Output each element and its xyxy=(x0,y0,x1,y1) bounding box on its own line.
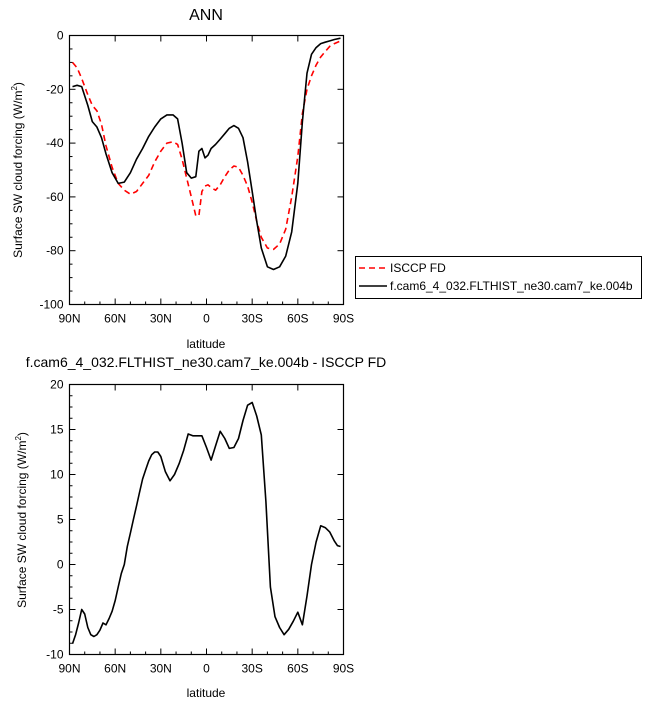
top-chart-y-tick-label: -40 xyxy=(46,136,64,150)
legend-label-model: f.cam6_4_032.FLTHIST_ne30.cam7_ke.004b xyxy=(390,279,633,293)
bottom-chart-title: f.cam6_4_032.FLTHIST_ne30.cam7_ke.004b -… xyxy=(26,354,387,370)
bottom-chart-ticks: 90N 60N 30N 0 30S 60S 90S 20 15 10 5 0 -5 -10 xyxy=(46,378,354,676)
bottom-chart-x-tick-label: 60S xyxy=(287,662,308,676)
bottom-chart-y-axis-label: Surface SW cloud forcing (W/m2) xyxy=(14,432,29,608)
bottom-chart-y-tick-label: 15 xyxy=(50,423,64,437)
bottom-chart-x-tick-label: 30N xyxy=(150,662,172,676)
top-chart-x-tick-label: 60S xyxy=(287,312,308,326)
top-chart-x-tick-label: 60N xyxy=(104,312,126,326)
top-chart-x-axis-label: latitude xyxy=(187,337,226,351)
top-chart-y-tick-label: -100 xyxy=(39,298,63,312)
bottom-chart-x-tick-label: 0 xyxy=(203,662,210,676)
top-chart-ticks: 90N 60N 30N 0 30S 60S 90S 0 -20 -40 -60 -80 -100 xyxy=(39,29,354,326)
bottom-chart-x-axis-label: latitude xyxy=(187,686,226,700)
top-chart-x-tick-label: 30S xyxy=(241,312,262,326)
top-chart-lines xyxy=(71,37,341,271)
bottom-chart-y-tick-label: -5 xyxy=(53,603,64,617)
bottom-chart-y-tick-label: 20 xyxy=(50,378,64,392)
top-chart-y-tick-label: -80 xyxy=(46,244,64,258)
legend-label-isccp: ISCCP FD xyxy=(390,261,446,275)
top-chart-y-tick-label: 0 xyxy=(57,29,64,43)
top-chart-y-tick-label: -60 xyxy=(46,190,64,204)
top-chart-title: ANN xyxy=(189,7,223,24)
bottom-chart-y-tick-label: -10 xyxy=(46,648,64,662)
top-chart-x-tick-label: 30N xyxy=(150,312,172,326)
bottom-chart-y-tick-label: 0 xyxy=(57,558,64,572)
bottom-chart-x-tick-label: 30S xyxy=(241,662,262,676)
legend: ISCCP FD f.cam6_4_032.FLTHIST_ne30.cam7_… xyxy=(355,256,642,299)
legend-box xyxy=(355,256,642,299)
bottom-chart-x-tick-label: 90N xyxy=(58,662,80,676)
bottom-chart: f.cam6_4_032.FLTHIST_ne30.cam7_ke.004b -… xyxy=(14,354,386,700)
top-chart-x-tick-label: 90S xyxy=(333,312,354,326)
top-chart: ANN 90N 60N 30N 0 30S 60S 90S 0 -20 -40 -60 -80 -100… xyxy=(10,7,354,351)
bottom-chart-x-tick-label: 60N xyxy=(104,662,126,676)
top-chart-series-line-1 xyxy=(72,37,341,271)
bottom-chart-y-tick-label: 5 xyxy=(57,513,64,527)
bottom-chart-series-line-0 xyxy=(71,401,341,644)
top-chart-y-axis-label: Surface SW cloud forcing (W/m2) xyxy=(10,82,25,258)
bottom-chart-y-tick-label: 10 xyxy=(50,468,64,482)
bottom-chart-lines xyxy=(71,401,341,644)
top-chart-y-tick-label: -20 xyxy=(46,82,64,96)
bottom-chart-x-tick-label: 90S xyxy=(333,662,354,676)
top-chart-x-tick-label: 0 xyxy=(203,312,210,326)
top-chart-x-tick-label: 90N xyxy=(58,312,80,326)
